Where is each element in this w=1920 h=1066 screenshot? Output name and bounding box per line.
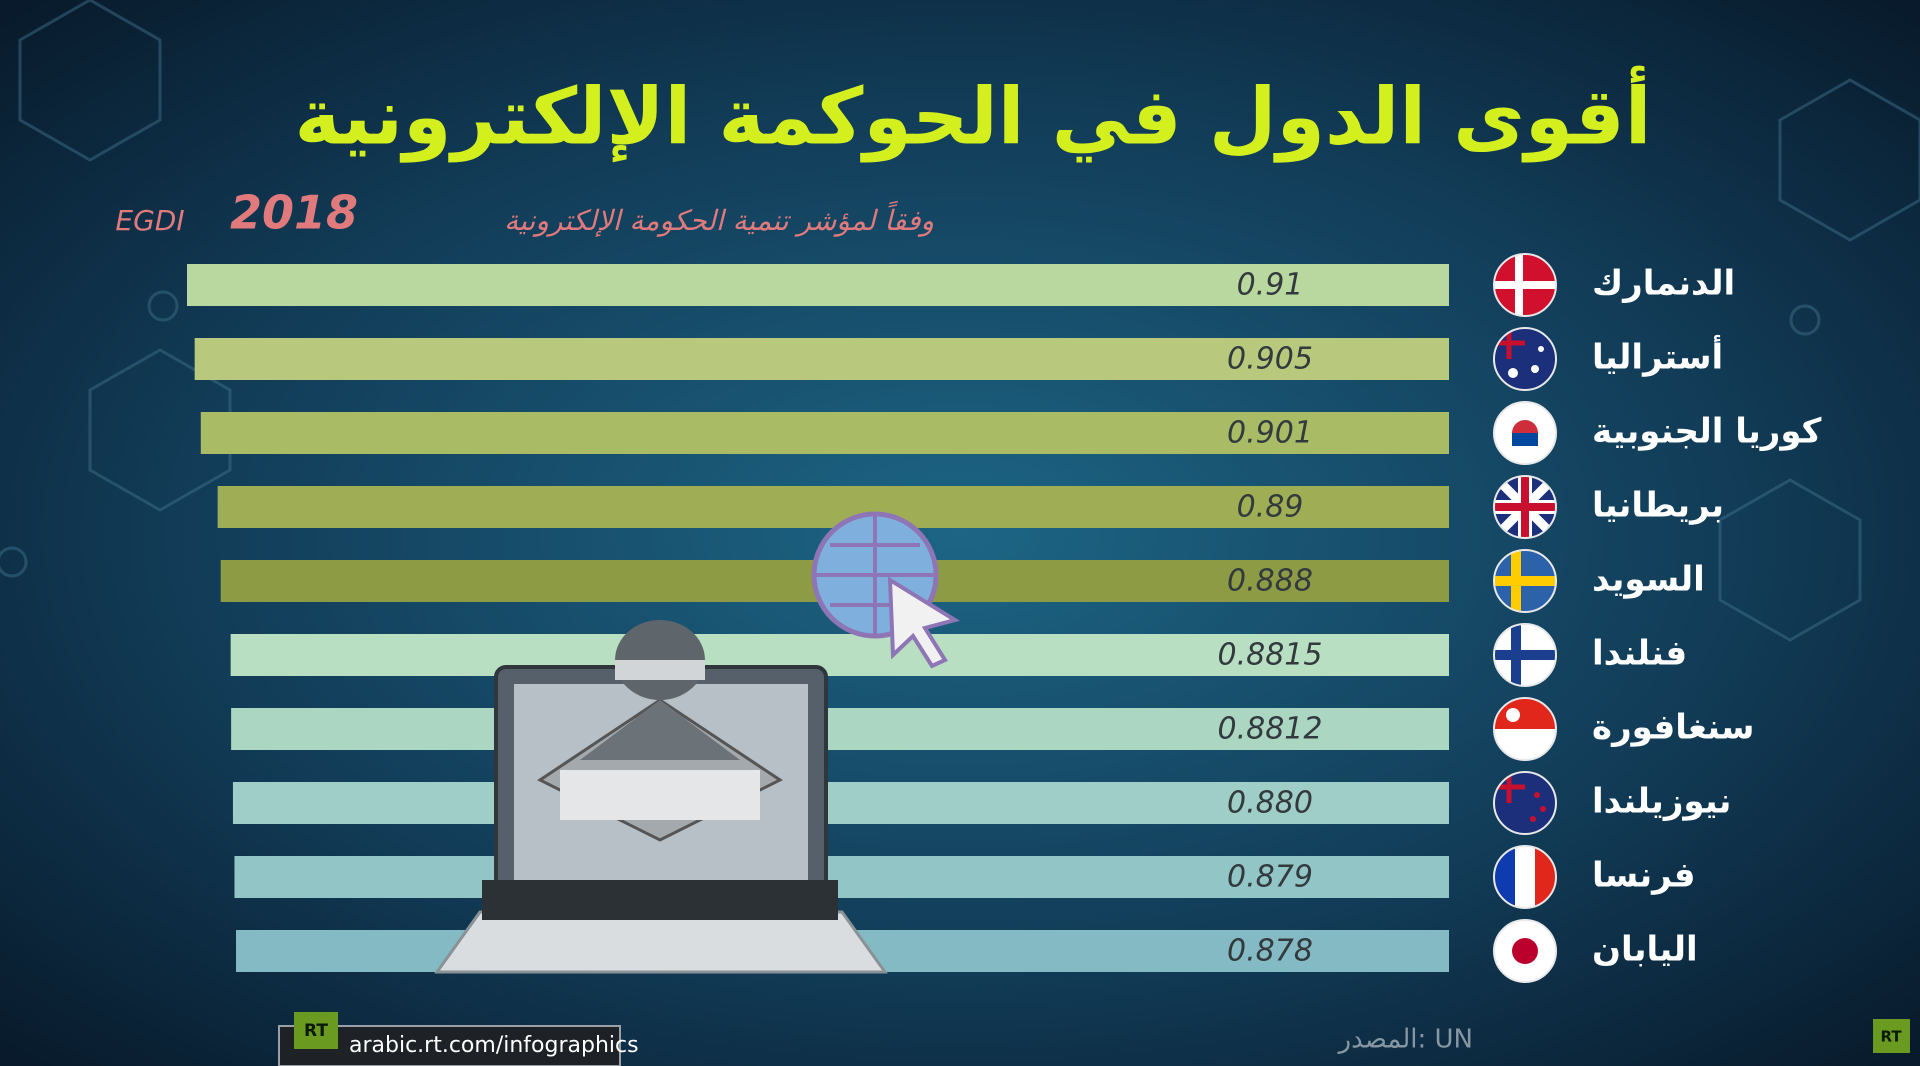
value-label: 0.879 — [1227, 860, 1313, 895]
flag-rim — [1493, 771, 1557, 835]
flag-part — [1494, 846, 1515, 908]
flag-part — [1538, 346, 1544, 352]
logo: RT — [304, 1021, 328, 1041]
title: أقوى الدول في الحوكمة الإلكترونية — [295, 65, 1652, 163]
flag-part — [1511, 624, 1521, 686]
flag-art — [1494, 476, 1556, 538]
bar — [234, 856, 1449, 898]
year: 2018 — [230, 186, 358, 240]
flag-rim — [1493, 549, 1557, 613]
flag-part — [1530, 816, 1536, 822]
value-label: 0.880 — [1227, 786, 1313, 821]
flag-part — [1512, 938, 1538, 964]
value-label: 0.89 — [1237, 490, 1304, 525]
flag-part — [1540, 806, 1546, 812]
flag-field — [1494, 772, 1556, 834]
category-label: بريطانيا — [1592, 486, 1724, 526]
flag — [1493, 475, 1557, 539]
value-label: 0.888 — [1227, 564, 1313, 599]
flag-part — [1521, 476, 1529, 538]
category-label: كوريا الجنوبية — [1592, 412, 1822, 452]
category-label: أستراليا — [1592, 335, 1723, 378]
flag-part — [1494, 281, 1556, 289]
value-label: 0.91 — [1237, 268, 1304, 303]
flag-art — [1494, 550, 1556, 612]
source: المصدر: UN — [1337, 1025, 1473, 1055]
bar — [230, 634, 1449, 676]
flag-rim — [1493, 401, 1557, 465]
bar — [231, 708, 1449, 750]
labels: 0.91 الدنمارك 0.905 أستراليا 0.901 كوريا الجن… — [1218, 253, 1822, 983]
value-label: 0.878 — [1227, 934, 1313, 969]
category-label: فنلندا — [1592, 634, 1687, 674]
bar — [232, 782, 1449, 824]
category-label: الدنمارك — [1592, 264, 1735, 304]
category-label: سنغافورة — [1592, 708, 1755, 748]
flag-rim — [1493, 623, 1557, 687]
logo-box — [294, 1012, 338, 1049]
logo-box — [1873, 1019, 1910, 1053]
flag-part — [1511, 550, 1521, 612]
flag — [1493, 919, 1557, 983]
flag — [1493, 401, 1557, 465]
flag — [1493, 549, 1557, 613]
flag — [1493, 327, 1557, 391]
value-label: 0.901 — [1227, 416, 1313, 451]
flag — [1493, 697, 1557, 761]
category-label: نيوزيلندا — [1592, 782, 1731, 822]
flag-part — [1506, 708, 1520, 722]
laptop-illustration — [434, 511, 961, 974]
category-label: السويد — [1592, 560, 1705, 600]
flag-part — [1508, 368, 1518, 378]
value-label: 0.8815 — [1218, 638, 1323, 673]
flag-part — [1531, 365, 1539, 373]
flag-part — [1494, 650, 1556, 660]
footer-url: arabic.rt.com/infographics — [349, 1033, 639, 1058]
bar — [194, 338, 1450, 380]
flag-rim — [1493, 919, 1557, 983]
category-label: فرنسا — [1592, 856, 1696, 896]
flag-part — [1535, 846, 1556, 908]
flag-part — [1512, 433, 1538, 446]
flag-art — [1494, 846, 1556, 908]
flag — [1493, 845, 1557, 909]
value-label: 0.905 — [1227, 342, 1313, 377]
flag — [1493, 771, 1557, 835]
flag-rim — [1493, 253, 1557, 317]
flag-art — [1494, 254, 1556, 316]
subtitle: وفقاً لمؤشر تنمية الحكومة الإلكترونية — [504, 200, 934, 237]
flag-art — [1494, 920, 1556, 982]
index-name: EGDI — [115, 204, 184, 237]
flag — [1493, 253, 1557, 317]
bar — [187, 264, 1449, 306]
flag-art — [1494, 402, 1556, 464]
flag-rim — [1493, 697, 1557, 761]
flag-rim — [1493, 845, 1557, 909]
hex-decoration — [0, 0, 1920, 642]
flag-rim — [1493, 475, 1557, 539]
flag-part — [1515, 254, 1523, 316]
bar — [217, 486, 1449, 528]
bar — [200, 412, 1450, 454]
flag-art — [1494, 624, 1556, 686]
logo: RT — [1880, 1028, 1902, 1046]
flag — [1493, 623, 1557, 687]
flag-part — [1534, 792, 1540, 798]
category-label: اليابان — [1592, 930, 1698, 970]
flag-part — [1494, 576, 1556, 586]
value-label: 0.8812 — [1218, 712, 1323, 747]
flag-rim — [1493, 327, 1557, 391]
